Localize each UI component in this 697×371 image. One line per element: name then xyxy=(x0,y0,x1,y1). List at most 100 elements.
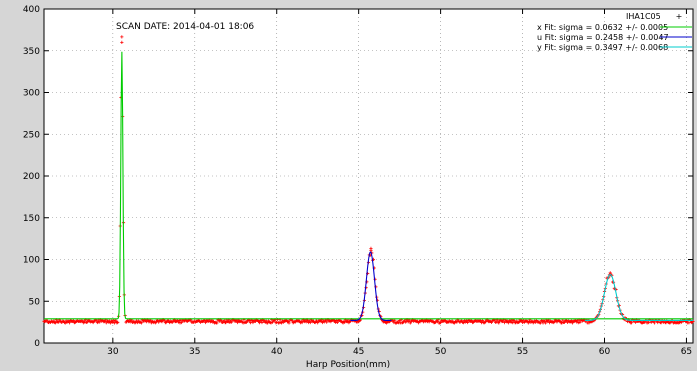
data-point xyxy=(120,40,124,44)
data-point xyxy=(98,320,102,324)
legend-data-marker: + xyxy=(676,12,683,21)
data-point xyxy=(462,318,466,323)
data-point xyxy=(578,320,582,324)
y-tick-label: 350 xyxy=(23,47,40,57)
data-point xyxy=(290,319,294,323)
data-point xyxy=(116,320,120,324)
data-point xyxy=(160,320,164,324)
data-point xyxy=(335,320,339,324)
data-point xyxy=(266,321,270,325)
data-point xyxy=(71,318,76,323)
fit-curve-x xyxy=(44,51,693,320)
data-point xyxy=(325,320,329,324)
data-point xyxy=(645,321,649,325)
data-point xyxy=(53,321,58,325)
data-point xyxy=(649,320,653,324)
data-point xyxy=(244,320,249,324)
data-point xyxy=(452,321,457,325)
x-tick-label: 55 xyxy=(517,347,528,357)
y-tick-label: 250 xyxy=(23,130,40,140)
data-point xyxy=(502,320,507,325)
data-point xyxy=(443,318,448,323)
data-point xyxy=(461,321,466,325)
data-point xyxy=(507,321,511,325)
data-point xyxy=(139,321,144,325)
x-tick-label: 30 xyxy=(107,347,119,357)
data-point xyxy=(403,320,407,324)
data-point xyxy=(570,318,574,323)
data-point xyxy=(661,320,666,324)
data-point xyxy=(225,319,230,324)
data-point xyxy=(235,320,239,325)
x-tick-label: 35 xyxy=(189,347,200,357)
data-point xyxy=(180,320,184,325)
x-axis-label: Harp Position(mm) xyxy=(306,360,390,370)
data-point xyxy=(664,321,668,325)
data-point xyxy=(114,319,118,323)
legend-data-label: IHA1C05 xyxy=(626,12,661,21)
data-point xyxy=(104,321,108,325)
fit-curve-y xyxy=(584,273,693,321)
data-point xyxy=(652,321,657,325)
x-tick-label: 40 xyxy=(271,347,283,357)
legend-x-fit-label: x Fit: sigma = 0.0632 +/- 0.0005 xyxy=(537,23,668,32)
data-point xyxy=(509,320,513,324)
data-point xyxy=(679,320,684,324)
data-point xyxy=(634,320,638,324)
data-point xyxy=(281,320,285,324)
data-point xyxy=(260,320,264,325)
data-point xyxy=(369,248,373,252)
data-point xyxy=(108,321,112,325)
data-point xyxy=(253,319,258,323)
data-point xyxy=(269,321,273,325)
data-point xyxy=(543,321,548,325)
data-point xyxy=(287,321,291,325)
grid-lines xyxy=(44,9,693,343)
x-tick-label: 60 xyxy=(599,347,611,357)
fit-curves xyxy=(44,51,693,321)
data-point xyxy=(45,319,49,323)
data-point xyxy=(280,321,284,325)
x-tick-label: 45 xyxy=(353,347,364,357)
scan-date-annotation: SCAN DATE: 2014-04-01 18:06 xyxy=(116,22,254,32)
y-tick-label: 300 xyxy=(23,89,40,99)
data-point xyxy=(111,320,115,325)
data-point xyxy=(63,321,67,325)
y-tick-label: 0 xyxy=(34,339,40,349)
legend-y-fit-label: y Fit: sigma = 0.3497 +/- 0.0068 xyxy=(537,43,668,52)
x-tick-label: 65 xyxy=(681,347,692,357)
data-point xyxy=(120,35,124,39)
data-point xyxy=(435,319,439,324)
data-point xyxy=(224,320,228,325)
data-point xyxy=(85,320,90,324)
data-point xyxy=(308,320,312,325)
data-point xyxy=(81,321,85,325)
data-point xyxy=(316,321,320,325)
data-point xyxy=(466,320,470,325)
data-point xyxy=(678,321,682,325)
data-point xyxy=(263,320,267,324)
fit-curve-u xyxy=(350,251,392,321)
data-point xyxy=(304,320,308,324)
data-point xyxy=(575,318,580,323)
data-point xyxy=(215,321,219,325)
data-point xyxy=(127,319,131,324)
y-tick-label: 100 xyxy=(23,256,40,266)
data-point xyxy=(520,319,524,323)
y-tick-label: 50 xyxy=(29,297,41,307)
axis-ticks: 30 35 40 45 50 55 60 65 0 50 100 150 200 250 300 350 400 xyxy=(23,5,693,357)
data-point xyxy=(251,320,255,325)
x-tick-label: 50 xyxy=(435,347,447,357)
data-point xyxy=(177,319,181,323)
data-point xyxy=(439,320,443,325)
data-point xyxy=(67,321,72,325)
data-point xyxy=(398,318,402,323)
data-point xyxy=(643,320,647,324)
data-point xyxy=(300,320,304,325)
data-point xyxy=(230,320,234,324)
data-point xyxy=(319,319,323,324)
data-point xyxy=(484,320,488,324)
data-point xyxy=(392,320,396,325)
legend-u-fit-label: u Fit: sigma = 0.2458 +/- 0.0047 xyxy=(537,33,669,42)
